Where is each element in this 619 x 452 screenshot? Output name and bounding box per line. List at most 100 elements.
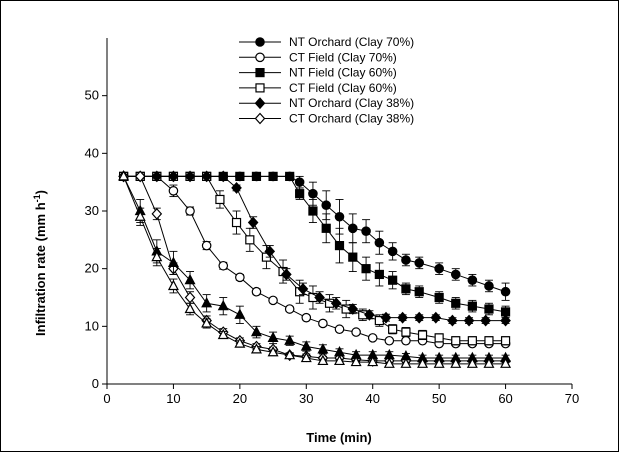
data-point [451,298,461,308]
y-axis-title-main: Infiltration rate (mm h [33,202,48,336]
data-point [388,275,398,285]
data-point [374,269,384,280]
axes: 0 10 20 30 40 50 0 10 20 30 40 50 60 70 [85,38,579,406]
data-point [317,343,329,354]
x-tick-label: 20 [233,391,247,406]
series-7 [118,170,512,363]
data-point [451,336,461,346]
data-point [201,170,212,183]
data-point [348,252,358,262]
data-point [414,258,425,268]
y-tick-label: 0 [92,376,99,391]
legend-entry: CT Orchard (Clay 38%) [239,112,414,126]
data-point [134,210,146,221]
data-point [500,336,511,346]
data-point [463,314,475,327]
data-point [168,186,179,196]
data-point [321,200,332,211]
data-point [484,281,494,291]
series-5 [118,170,511,327]
data-point [251,286,262,297]
data-point [167,279,179,291]
data-point [201,240,212,251]
data-point [234,308,246,319]
x-tick-label: 60 [498,391,512,406]
data-point [500,357,512,368]
data-point [184,302,196,314]
data-point [118,170,130,181]
legend-entry: CT Field (Clay 70%) [239,50,397,64]
data-point [284,334,296,345]
y-axis-title-superscript: -1 [32,194,42,202]
data-point [184,291,196,304]
data-point [300,340,312,351]
data-point [401,327,411,337]
data-point [317,354,329,366]
data-point [168,170,179,183]
data-point [217,170,229,183]
y-tick-label: 40 [85,145,99,160]
data-point [318,318,328,329]
data-point [388,324,398,334]
data-point [334,241,345,251]
legend-marker [255,52,265,63]
data-point [234,337,246,348]
legend-entry: NT Orchard (Clay 38%) [239,96,414,110]
data-point [134,170,146,183]
y-axis-title-close: ) [33,190,48,194]
data-point [414,287,424,297]
data-point [294,177,305,187]
x-tick-label: 0 [103,391,110,406]
y-tick-label: 20 [85,261,99,276]
data-point [347,303,359,315]
legend-label: CT Field (Clay 60%) [289,81,397,95]
data-point [364,308,375,321]
series-8 [118,170,512,368]
data-point [264,245,276,258]
legend-marker [254,112,266,125]
data-point [434,333,444,343]
data-point [483,357,495,368]
legend-marker [255,37,265,47]
legend-marker [255,83,265,93]
data-point [484,304,494,314]
x-axis-title: Time (min) [306,430,372,445]
data-point [467,336,477,346]
data-point [268,171,278,181]
data-point [434,292,444,303]
data-point [245,235,255,245]
data-point [367,333,378,343]
legend-entry: NT Orchard (Clay 70%) [239,35,414,49]
data-point [184,170,196,183]
data-point [314,291,325,304]
legend-marker [255,67,265,78]
x-tick-label: 30 [299,391,313,406]
series-line [123,175,506,362]
data-point [308,188,318,199]
data-point [217,328,229,340]
x-tick-label: 50 [432,391,446,406]
data-point [350,355,362,367]
data-point [285,171,295,181]
y-tick-label: 10 [85,318,99,333]
data-point [480,314,491,327]
data-point [267,346,279,357]
data-point [247,216,259,229]
data-point [284,348,296,360]
data-point [250,343,262,354]
y-axis-title: Infiltration rate (mm h-1) [32,190,48,336]
series-line [123,175,506,342]
data-point [215,194,225,205]
data-point [297,282,309,295]
data-point [351,327,361,337]
data-point [417,330,428,340]
data-point [151,170,163,183]
legend-label: CT Orchard (Clay 38%) [289,112,414,126]
data-point [380,311,392,324]
data-point [250,325,262,337]
data-point [251,171,262,181]
data-point [447,314,458,327]
data-point [434,263,444,274]
